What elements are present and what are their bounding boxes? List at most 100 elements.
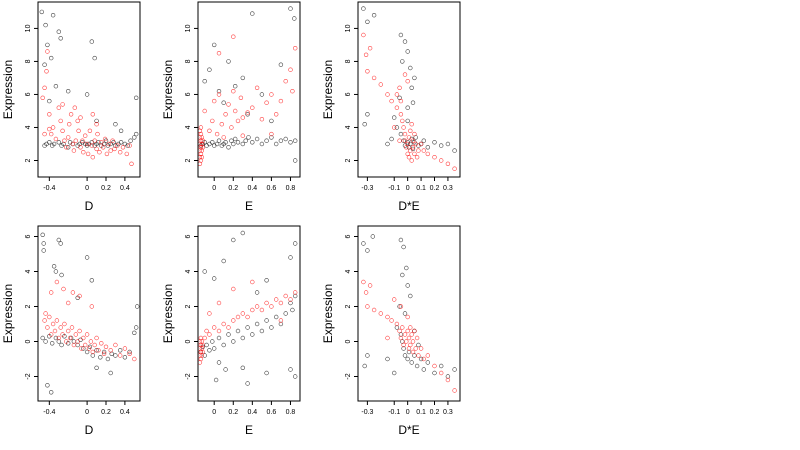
data-point <box>82 133 88 138</box>
data-point <box>49 341 55 346</box>
data-point <box>113 121 118 127</box>
data-point <box>51 141 57 147</box>
data-point <box>127 143 132 148</box>
data-point <box>365 69 370 74</box>
data-point <box>40 335 45 341</box>
data-point <box>408 65 413 71</box>
data-point <box>402 138 408 143</box>
data-point <box>421 367 426 372</box>
data-point <box>89 39 95 44</box>
data-point <box>212 325 217 330</box>
data-point <box>400 272 405 278</box>
data-point <box>371 75 377 81</box>
data-point <box>264 300 269 306</box>
data-point <box>439 158 444 163</box>
data-point <box>400 325 405 330</box>
data-point <box>51 264 57 269</box>
data-point <box>250 279 255 285</box>
data-point <box>56 140 61 145</box>
data-point <box>59 272 64 278</box>
data-point <box>245 325 250 330</box>
data-point <box>414 335 420 341</box>
data-point <box>216 138 222 143</box>
data-point <box>363 52 369 57</box>
series-red <box>197 279 298 365</box>
x-tick-label: 0.3 <box>443 409 453 416</box>
data-point <box>101 349 107 355</box>
data-point <box>363 290 369 295</box>
data-point <box>59 342 64 348</box>
data-point <box>43 22 48 28</box>
data-point <box>278 300 284 306</box>
data-point <box>62 321 67 327</box>
data-point <box>99 341 104 346</box>
data-point <box>80 138 85 143</box>
data-point <box>77 293 82 299</box>
data-point <box>108 148 113 153</box>
y-tick-label: 2 <box>25 158 32 162</box>
data-point <box>62 138 67 143</box>
x-axis-label: D <box>85 423 94 437</box>
data-point <box>365 248 370 253</box>
data-point <box>398 304 404 309</box>
y-tick-label: 8 <box>345 59 352 63</box>
data-point <box>254 136 260 142</box>
data-point <box>78 115 83 120</box>
data-point <box>221 321 226 327</box>
data-point <box>73 332 79 337</box>
data-point <box>274 314 279 320</box>
data-point <box>221 258 226 264</box>
data-point <box>64 145 69 150</box>
data-point <box>245 112 250 117</box>
data-point <box>245 381 250 386</box>
data-point <box>278 138 284 143</box>
data-point <box>452 166 457 171</box>
data-point <box>94 121 99 127</box>
data-point <box>53 335 59 341</box>
data-point <box>97 150 102 155</box>
data-point <box>418 356 424 362</box>
data-point <box>278 318 284 323</box>
series-black <box>40 232 140 395</box>
data-point <box>408 148 413 153</box>
data-point <box>264 100 269 105</box>
data-point <box>410 138 416 143</box>
data-point <box>41 241 46 246</box>
data-point <box>204 342 209 348</box>
data-point <box>98 355 103 360</box>
data-point <box>409 121 414 127</box>
data-point <box>58 241 63 246</box>
data-point <box>394 125 400 130</box>
data-point <box>229 125 234 130</box>
data-point <box>235 140 241 145</box>
series-black <box>198 6 298 163</box>
data-point <box>293 241 298 246</box>
data-point <box>231 339 236 344</box>
data-point <box>113 342 118 348</box>
data-point <box>259 328 265 334</box>
data-point <box>89 278 95 283</box>
data-point <box>421 356 426 362</box>
data-point <box>410 100 416 105</box>
y-tick-label: 4 <box>25 269 32 273</box>
data-point <box>92 342 97 348</box>
y-tick-label: 2 <box>345 158 352 162</box>
data-point <box>216 50 222 56</box>
data-point <box>240 311 246 316</box>
data-point <box>202 108 207 114</box>
scatter-panel-3: -0.3 -0.1 0 0.1 0.2 0.3 2 4 6 8 10 D*E Expression <box>321 1 461 213</box>
data-point <box>65 135 71 140</box>
data-point <box>405 118 410 124</box>
y-tick-label: 4 <box>345 269 352 273</box>
x-tick-label: 0 <box>212 409 216 416</box>
x-tick-label: -0.3 <box>361 409 373 416</box>
data-point <box>90 155 96 160</box>
data-point <box>212 42 217 48</box>
data-point <box>406 135 412 140</box>
data-point <box>293 374 298 379</box>
data-point <box>240 75 246 81</box>
data-point <box>96 348 101 353</box>
x-tick-label: 0 <box>212 185 216 192</box>
data-point <box>231 237 236 243</box>
